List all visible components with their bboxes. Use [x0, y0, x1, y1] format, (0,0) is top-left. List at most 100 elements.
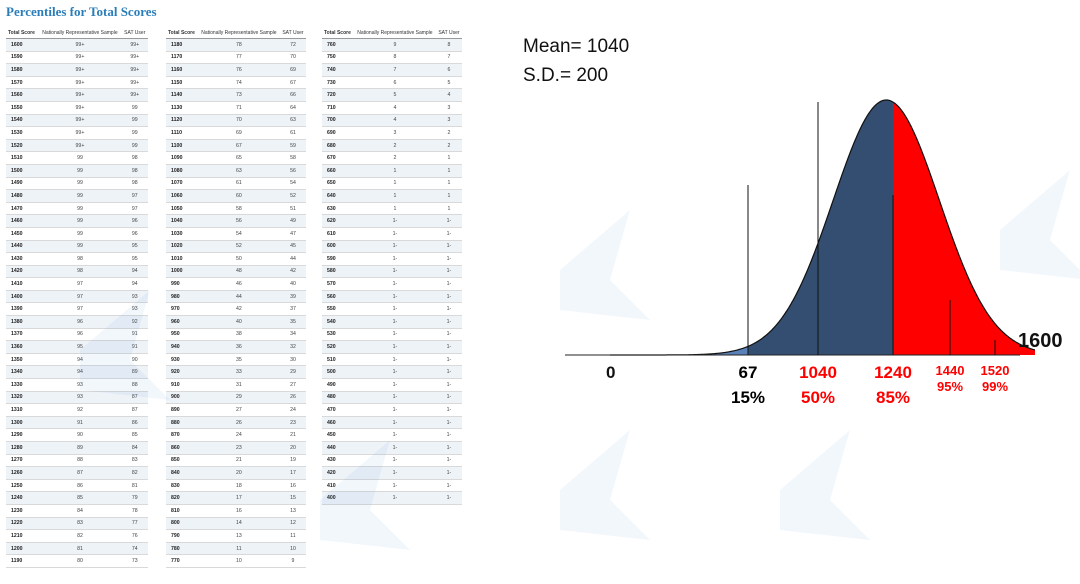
user-cell: 70 — [279, 51, 306, 65]
table-row: 800 14 12 — [166, 517, 306, 531]
marker-percentile-label: 15% — [731, 388, 765, 407]
user-cell: 1- — [435, 466, 462, 480]
user-cell: 4 — [435, 88, 462, 102]
user-cell: 1- — [435, 315, 462, 329]
user-cell: 47 — [279, 227, 306, 241]
table-row: 620 1- 1- — [322, 214, 462, 228]
score-cell: 1300 — [6, 416, 39, 430]
score-cell: 660 — [322, 164, 354, 178]
header-sat-user: SAT User — [121, 30, 148, 39]
table-row: 810 16 13 — [166, 504, 306, 518]
score-cell: 890 — [166, 403, 198, 417]
table-row: 1110 69 61 — [166, 126, 306, 140]
user-cell: 64 — [279, 101, 306, 115]
national-cell: 95 — [38, 340, 122, 354]
header-total-score: Total Score — [322, 30, 354, 39]
score-cell: 550 — [322, 302, 354, 317]
table-row: 1130 71 64 — [166, 101, 306, 115]
national-cell: 5 — [353, 88, 436, 102]
table-row: 1050 58 51 — [166, 202, 306, 216]
user-cell: 52 — [279, 189, 306, 203]
table-row: 590 1- 1- — [322, 252, 462, 266]
table-row: 1470 99 97 — [6, 202, 148, 216]
score-cell: 1560 — [6, 88, 39, 102]
user-cell: 37 — [279, 302, 306, 317]
national-cell: 69 — [197, 126, 280, 140]
national-cell: 23 — [197, 441, 280, 455]
user-cell: 2 — [435, 139, 462, 153]
user-cell: 1 — [435, 202, 462, 216]
user-cell: 1- — [435, 479, 462, 493]
score-cell: 1010 — [166, 252, 198, 266]
score-cell: 930 — [166, 353, 198, 367]
marker-percentile-label: 50% — [801, 388, 835, 407]
user-cell: 85 — [121, 428, 148, 442]
header-sat-user: SAT User — [435, 30, 462, 39]
table-row: 1390 97 93 — [6, 302, 148, 317]
user-cell: 13 — [279, 504, 306, 518]
user-cell: 20 — [279, 441, 306, 455]
national-cell: 2 — [353, 151, 436, 165]
national-cell: 1- — [353, 240, 436, 254]
score-cell: 690 — [322, 126, 354, 140]
national-cell: 80 — [38, 554, 122, 568]
national-cell: 99+ — [38, 76, 122, 90]
national-cell: 70 — [197, 114, 280, 128]
table-row: 1300 91 86 — [6, 416, 148, 430]
table-row: 1490 99 98 — [6, 177, 148, 191]
score-cell: 1330 — [6, 378, 39, 392]
score-cell: 1000 — [166, 265, 198, 279]
score-cell: 1490 — [6, 177, 39, 191]
user-cell: 17 — [279, 466, 306, 480]
national-cell: 98 — [38, 265, 122, 279]
marker-percentile-label: 95% — [937, 379, 963, 394]
score-cell: 620 — [322, 214, 354, 228]
table-row: 1040 56 49 — [166, 214, 306, 228]
user-cell: 1 — [435, 164, 462, 178]
score-cell: 1030 — [166, 227, 198, 241]
user-cell: 3 — [435, 101, 462, 115]
center-area — [748, 100, 893, 355]
page-title: Percentiles for Total Scores — [6, 4, 157, 19]
percentile-table-3: Total Score Nationally Representative Sa… — [322, 30, 462, 505]
national-cell: 29 — [197, 391, 280, 405]
user-cell: 99+ — [121, 88, 148, 102]
national-cell: 48 — [197, 265, 280, 279]
table-row: 850 21 19 — [166, 454, 306, 468]
score-cell: 1240 — [6, 491, 39, 505]
national-cell: 1 — [353, 202, 436, 216]
table-row: 520 1- 1- — [322, 340, 462, 354]
table-row: 730 6 5 — [322, 76, 462, 90]
score-cell: 900 — [166, 391, 198, 405]
user-cell: 87 — [121, 403, 148, 417]
score-cell: 970 — [166, 302, 198, 317]
table-row: 1240 85 79 — [6, 491, 148, 505]
score-cell: 870 — [166, 428, 198, 442]
user-cell: 76 — [121, 529, 148, 543]
table-row: 420 1- 1- — [322, 466, 462, 480]
table-row: 1550 99+ 99 — [6, 101, 148, 115]
table-row: 870 24 21 — [166, 428, 306, 442]
national-cell: 9 — [353, 38, 436, 52]
national-cell: 93 — [38, 391, 122, 405]
national-cell: 97 — [38, 290, 122, 304]
user-cell: 44 — [279, 252, 306, 266]
user-cell: 1- — [435, 365, 462, 380]
user-cell: 97 — [121, 202, 148, 216]
score-cell: 1080 — [166, 164, 198, 178]
user-cell: 1- — [435, 416, 462, 430]
user-cell: 45 — [279, 240, 306, 254]
table-row: 860 23 20 — [166, 441, 306, 455]
table-row: 1140 73 66 — [166, 88, 306, 102]
table-row: 1120 70 63 — [166, 114, 306, 128]
score-cell: 520 — [322, 340, 354, 354]
table-row: 1250 86 81 — [6, 479, 148, 493]
score-cell: 820 — [166, 491, 198, 505]
table-row: 450 1- 1- — [322, 428, 462, 442]
score-cell: 1570 — [6, 76, 39, 90]
national-cell: 24 — [197, 428, 280, 442]
national-cell: 97 — [38, 302, 122, 317]
score-cell: 720 — [322, 88, 354, 102]
score-cell: 670 — [322, 151, 354, 165]
